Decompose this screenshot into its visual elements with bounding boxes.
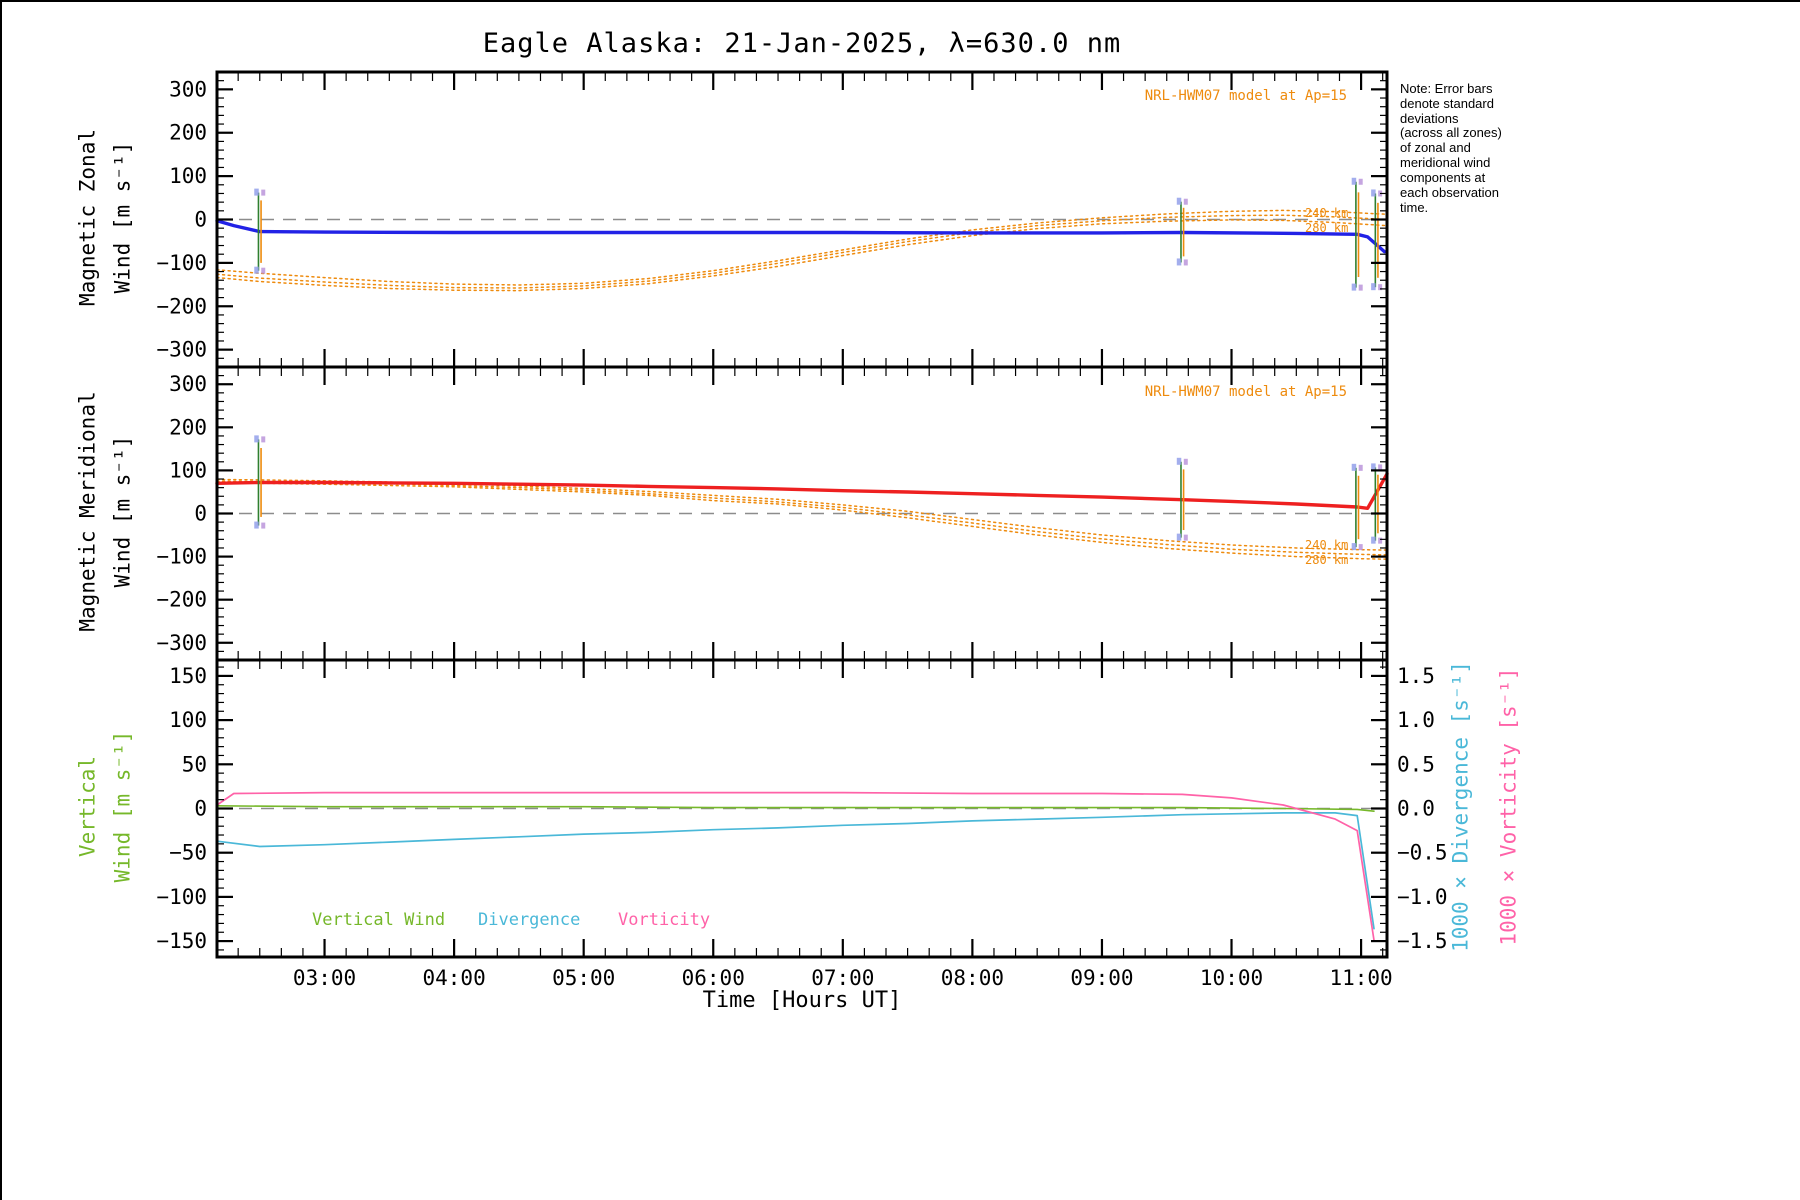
svg-text:200: 200 [169, 415, 207, 439]
svg-text:300: 300 [169, 372, 207, 396]
svg-text:10:00: 10:00 [1200, 966, 1263, 990]
svg-text:−300: −300 [156, 338, 207, 362]
svg-text:150: 150 [169, 664, 207, 688]
svg-text:−100: −100 [156, 885, 207, 909]
y-axis-label-vertical-line1: Vertical [75, 755, 100, 858]
svg-text:0: 0 [194, 502, 207, 526]
altitude-label-240km-zonal: 240 km [1305, 206, 1349, 220]
svg-text:−1.0: −1.0 [1397, 885, 1448, 909]
svg-text:0: 0 [194, 208, 207, 232]
svg-text:−150: −150 [156, 929, 207, 953]
x-axis-title: Time [Hours UT] [702, 988, 902, 1013]
y-axis-label-vorticity-right: 1000 × Vorticity [s⁻¹] [1496, 667, 1521, 946]
svg-text:09:00: 09:00 [1070, 966, 1133, 990]
y-axis-label-meridional-line2: Wind [m s⁻¹] [110, 435, 135, 588]
model-annotation-zonal: NRL-HWM07 model at Ap=15 [1144, 88, 1347, 104]
legend-vertical-wind: Vertical Wind [312, 910, 446, 930]
chart-title: Eagle Alaska: 21-Jan-2025, λ=630.0 nm [482, 28, 1122, 59]
svg-text:0.0: 0.0 [1397, 797, 1435, 821]
y-axis-label-zonal-line2: Wind [m s⁻¹] [110, 141, 135, 294]
altitude-label-280km-zonal: 280 km [1305, 221, 1349, 235]
y-axis-label-divergence-right: 1000 × Divergence [s⁻¹] [1448, 661, 1473, 952]
svg-text:−200: −200 [156, 588, 207, 612]
svg-text:0.5: 0.5 [1397, 752, 1435, 776]
svg-text:04:00: 04:00 [423, 966, 486, 990]
svg-text:0: 0 [194, 797, 207, 821]
svg-text:−0.5: −0.5 [1397, 841, 1448, 865]
svg-text:−100: −100 [156, 545, 207, 569]
svg-text:07:00: 07:00 [811, 966, 874, 990]
svg-text:1.5: 1.5 [1397, 664, 1435, 688]
svg-text:−100: −100 [156, 251, 207, 275]
legend-vorticity: Vorticity [618, 910, 711, 930]
y-axis-label-meridional-line1: Magnetic Meridional [75, 391, 100, 632]
svg-text:200: 200 [169, 121, 207, 145]
altitude-label-240km-meridional: 240 km [1305, 538, 1349, 552]
svg-text:08:00: 08:00 [941, 966, 1004, 990]
svg-text:50: 50 [182, 752, 207, 776]
altitude-label-280km-meridional: 280 km [1305, 553, 1349, 567]
model-annotation-meridional: NRL-HWM07 model at Ap=15 [1144, 384, 1347, 400]
svg-text:05:00: 05:00 [552, 966, 615, 990]
svg-text:300: 300 [169, 77, 207, 101]
svg-text:−200: −200 [156, 294, 207, 318]
svg-text:1.0: 1.0 [1397, 708, 1435, 732]
legend-divergence: Divergence [478, 910, 581, 930]
svg-text:06:00: 06:00 [682, 966, 745, 990]
svg-text:03:00: 03:00 [293, 966, 356, 990]
svg-text:−50: −50 [169, 841, 207, 865]
svg-text:100: 100 [169, 708, 207, 732]
note-text: Note: Error bars denote standard deviati… [1400, 81, 1502, 215]
y-axis-label-vertical-line2: Wind [m s⁻¹] [110, 730, 135, 883]
svg-text:−300: −300 [156, 631, 207, 655]
svg-text:11:00: 11:00 [1329, 966, 1392, 990]
svg-text:100: 100 [169, 164, 207, 188]
svg-text:−1.5: −1.5 [1397, 929, 1448, 953]
svg-text:100: 100 [169, 458, 207, 482]
y-axis-label-zonal-line1: Magnetic Zonal [75, 129, 100, 307]
